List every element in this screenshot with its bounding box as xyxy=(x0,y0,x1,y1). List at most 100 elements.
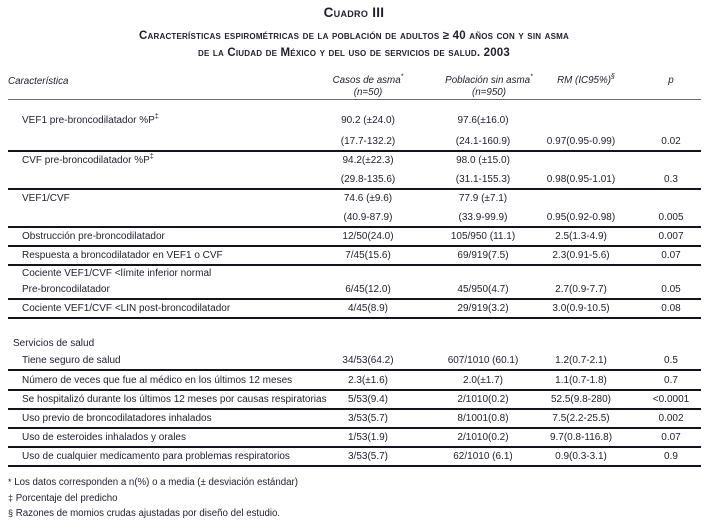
row-label: VEF1/CVF xyxy=(22,193,70,204)
row-label: Respuesta a broncodilatador en VEF1 o CV… xyxy=(22,250,223,261)
cell-rm: 2.7(0.9-7.7) xyxy=(555,284,607,295)
cell-p: 0.7 xyxy=(664,375,678,386)
row-label: Uso previo de broncodilatadores inhalado… xyxy=(22,413,212,424)
cell-p: 0.07 xyxy=(661,250,681,261)
column-header-characteristic: Característica xyxy=(8,76,69,87)
cell-cases: 4/45(8.9) xyxy=(347,303,389,314)
cell-cases: 12/50(24.0) xyxy=(342,231,394,242)
cell-population-range: (33.9-99.9) xyxy=(458,212,508,223)
row-label: Uso de esteroides inhalados y orales xyxy=(22,432,186,443)
cell-rm: 1.1(0.7-1.8) xyxy=(555,375,607,386)
cell-population: 97.6(±16.0) xyxy=(457,115,509,126)
cell-population: 29/919(3.2) xyxy=(457,303,509,314)
section-header-row: Servicios de salud xyxy=(8,319,701,352)
cell-rm: 2.3(0.91-5.6) xyxy=(552,250,610,261)
cell-rm: 0.95(0.92-0.98) xyxy=(546,212,616,223)
row-label: Se hospitalizó durante los últimos 12 me… xyxy=(22,394,327,405)
cell-cases: 2.3(±1.6) xyxy=(348,375,388,386)
cell-population: 45/950(4.7) xyxy=(457,284,509,295)
column-header-cases: Casos de asma* (n=50) xyxy=(310,74,426,98)
table-caption-line2: de la Ciudad de México y del uso de serv… xyxy=(198,47,510,59)
row-label: Obstrucción pre-broncodilatador xyxy=(22,231,165,242)
cell-p: 0.3 xyxy=(664,174,678,185)
cell-population: 8/1001(0.8) xyxy=(457,413,509,424)
cell-p: 0.07 xyxy=(661,432,681,443)
cell-population-range: (24.1-160.9) xyxy=(455,136,511,147)
cell-p: 0.9 xyxy=(664,451,678,462)
row-label: Cociente VEF1/CVF <límite inferior norma… xyxy=(22,268,212,279)
cell-rm: 3.0(0.9-10.5) xyxy=(552,303,610,314)
section-label: Servicios de salud xyxy=(13,338,95,349)
row-label: VEF1 pre-broncodilatador %P‡ xyxy=(22,113,159,126)
cell-cases: 34/53(64.2) xyxy=(342,355,394,366)
cell-p: 0.08 xyxy=(661,303,681,314)
table-row: VEF1/CVF 74.6 (±9.6) 77.9 (±7.1) (40.9-8… xyxy=(8,190,701,228)
column-header-cases-n: (n=50) xyxy=(353,86,383,98)
table-row: Obstrucción pre-broncodilatador 12/50(24… xyxy=(8,228,701,247)
row-label: CVF pre-broncodilatador %P‡ xyxy=(22,153,154,166)
column-header-population-n: (n=950) xyxy=(471,86,507,98)
table-row: CVF pre-broncodilatador %P‡ 94.2(±22.3) … xyxy=(8,152,701,190)
row-label: Uso de cualquier medicamento para proble… xyxy=(22,451,290,462)
cell-cases: 3/53(5.7) xyxy=(347,451,389,462)
cell-population: 2/1010(0.2) xyxy=(457,394,509,405)
column-header-p: p xyxy=(668,75,674,86)
cell-population: 62/1010 (6.1) xyxy=(453,451,513,462)
cell-p: 0.002 xyxy=(658,413,684,424)
cell-rm: 0.9(0.3-3.1) xyxy=(555,451,607,462)
cell-rm: 7.5(2.2-25.5) xyxy=(552,413,610,424)
column-header-population: Población sin asma* (n=950) xyxy=(433,74,545,98)
cell-rm: 0.97(0.95-0.99) xyxy=(546,136,616,147)
cell-cases-range: (40.9-87.9) xyxy=(343,212,393,223)
cell-p: <0.0001 xyxy=(652,394,690,405)
cell-cases: 7/45(15.6) xyxy=(345,250,391,261)
row-label: Número de veces que fue al médico en los… xyxy=(22,375,293,386)
table-row: Cociente VEF1/CVF <límite inferior norma… xyxy=(8,266,701,300)
table-header-row: Característica Casos de asma* (n=50) Pob… xyxy=(8,72,701,100)
table-number: Cuadro III xyxy=(323,5,385,20)
cell-population: 69/919(7.5) xyxy=(457,250,509,261)
cell-p: 0.005 xyxy=(658,212,684,223)
table-row: Tiene seguro de salud 34/53(64.2) 607/10… xyxy=(8,352,701,371)
cell-cases: 3/53(5.7) xyxy=(347,413,389,424)
cell-cases: 90.2 (±24.0) xyxy=(341,115,395,126)
cell-cases: 94.2(±22.3) xyxy=(342,155,394,166)
row-label: Cociente VEF1/CVF <LIN post-broncodilata… xyxy=(22,303,231,314)
footnote: * Los datos corresponden a n(%) o a medi… xyxy=(8,477,298,488)
table-caption-line1: Características espirométricas de la pob… xyxy=(139,30,569,42)
cell-p: 0.007 xyxy=(658,231,684,242)
footnote: § Razones de momios crudas ajustadas por… xyxy=(8,508,281,519)
table-title: Cuadro III Características espirométrica… xyxy=(0,5,708,62)
cell-p: 0.5 xyxy=(664,355,678,366)
row-label: Tiene seguro de salud xyxy=(22,355,121,366)
cell-cases: 74.6 (±9.6) xyxy=(343,193,393,204)
table-row: Uso de cualquier medicamento para proble… xyxy=(8,448,701,467)
cell-rm: 2.5(1.3-4.9) xyxy=(555,231,607,242)
table-row: VEF1 pre-broncodilatador %P‡ 90.2 (±24.0… xyxy=(8,100,701,152)
footnote: ‡ Porcentaje del predicho xyxy=(8,492,118,504)
table-row: Respuesta a broncodilatador en VEF1 o CV… xyxy=(8,247,701,266)
cell-rm: 1.2(0.7-2.1) xyxy=(555,355,607,366)
cell-p: 0.02 xyxy=(661,136,681,147)
cell-population: 77.9 (±7.1) xyxy=(458,193,508,204)
data-table: Característica Casos de asma* (n=50) Pob… xyxy=(8,72,701,467)
table-row: Uso de esteroides inhalados y orales 1/5… xyxy=(8,429,701,448)
cell-cases: 6/45(12.0) xyxy=(345,284,391,295)
table-row: Número de veces que fue al médico en los… xyxy=(8,371,701,391)
cell-rm: 52.5(9.8-280) xyxy=(550,394,612,405)
table-row: Se hospitalizó durante los últimos 12 me… xyxy=(8,391,701,410)
cell-cases: 5/53(9.4) xyxy=(347,394,389,405)
cell-cases-range: (29.8-135.6) xyxy=(340,174,396,185)
cell-population: 2/1010(0.2) xyxy=(457,432,509,443)
cell-rm: 0.98(0.95-1.01) xyxy=(546,174,616,185)
cell-population: 98.0 (±15.0) xyxy=(456,155,510,166)
cell-p: 0.05 xyxy=(661,284,681,295)
row-label-line2: Pre-broncodilatador xyxy=(22,284,110,295)
cell-cases: 1/53(1.9) xyxy=(347,432,389,443)
table-footnotes: * Los datos corresponden a n(%) o a medi… xyxy=(8,475,298,522)
column-header-rm: RM (IC95%)§ xyxy=(557,73,615,86)
cell-population-range: (31.1-155.3) xyxy=(455,174,511,185)
cell-population: 105/950 (11.1) xyxy=(450,231,516,242)
cell-population: 2.0(±1.7) xyxy=(463,375,503,386)
